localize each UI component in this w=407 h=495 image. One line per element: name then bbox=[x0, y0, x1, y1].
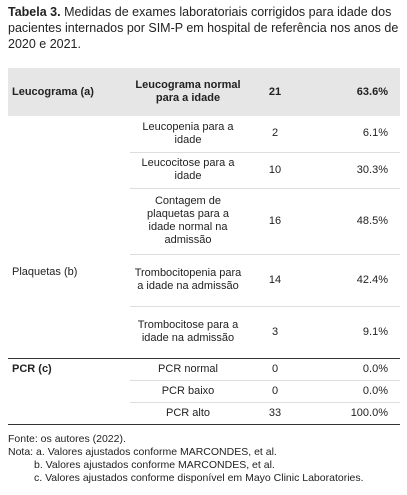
row: Leucocitose para a idade 10 30.3% bbox=[8, 152, 400, 189]
row: PCR baixo 0 0.0% bbox=[8, 380, 400, 403]
group-label: PCR (c) bbox=[12, 362, 52, 375]
cell: Trombocitose para a idade na admissão bbox=[130, 306, 246, 359]
row: Plaquetas (b) Contagem de plaquetas para … bbox=[8, 188, 400, 359]
caption-label: Tabela 3. bbox=[8, 5, 61, 19]
row: PCR (c) PCR normal 0 0.0% bbox=[8, 358, 400, 381]
cell: 3 bbox=[246, 306, 304, 359]
cell: 0 bbox=[246, 380, 304, 403]
cell: 14 bbox=[246, 254, 304, 307]
cell: 0.0% bbox=[304, 358, 400, 381]
cell: PCR baixo bbox=[130, 380, 246, 403]
cell: Trombocitopenia para a idade na admissão bbox=[130, 254, 246, 307]
header-row: Leucograma (a) Leucograma normal para a … bbox=[8, 68, 400, 116]
footer-line: c. Valores ajustados conforme disponível… bbox=[34, 472, 364, 484]
footer-line: b. Valores ajustados conforme MARCONDES,… bbox=[34, 459, 275, 471]
cell: 48.5% bbox=[304, 188, 400, 255]
table: Leucograma (a) Leucograma normal para a … bbox=[8, 68, 400, 425]
cell: Leucograma normal para a idade bbox=[130, 68, 246, 116]
cell: PCR alto bbox=[130, 402, 246, 425]
group-label: Plaquetas (b) bbox=[8, 188, 130, 359]
cell: 6.1% bbox=[304, 116, 400, 153]
caption: Tabela 3. Medidas de exames laboratoriai… bbox=[8, 4, 400, 52]
cell: 63.6% bbox=[304, 68, 400, 116]
cell: 10 bbox=[246, 152, 304, 189]
cell: 33 bbox=[246, 402, 304, 425]
cell: Leucocitose para a idade bbox=[130, 152, 246, 189]
cell: 0 bbox=[246, 358, 304, 381]
footer-line: Fonte: os autores (2022). bbox=[8, 433, 126, 445]
footer: Fonte: os autores (2022). Nota: a. Valor… bbox=[8, 433, 364, 485]
cell: 100.0% bbox=[304, 402, 400, 425]
cell: 0.0% bbox=[304, 380, 400, 403]
row: Leucopenia para a idade 2 6.1% bbox=[8, 116, 400, 153]
cell: 21 bbox=[246, 68, 304, 116]
cell: 16 bbox=[246, 188, 304, 255]
cell: Leucopenia para a idade bbox=[130, 116, 246, 153]
cell: 2 bbox=[246, 116, 304, 153]
row: Trombocitose para a idade na admissão 3 9.… bbox=[8, 306, 400, 359]
cell: 9.1% bbox=[304, 306, 400, 359]
footer-line: Nota: a. Valores ajustados conforme MARC… bbox=[8, 446, 277, 458]
row: Trombocitopenia para a idade na admissão… bbox=[8, 254, 400, 307]
cell: Contagem de plaquetas para a idade norma… bbox=[130, 188, 246, 255]
cell: 30.3% bbox=[304, 152, 400, 189]
cell: 42.4% bbox=[304, 254, 400, 307]
row: PCR alto 33 100.0% bbox=[8, 402, 400, 425]
cell: Leucograma (a) bbox=[8, 68, 130, 116]
caption-text: Medidas de exames laboratoriais corrigid… bbox=[8, 5, 399, 51]
cell: PCR normal bbox=[130, 358, 246, 381]
